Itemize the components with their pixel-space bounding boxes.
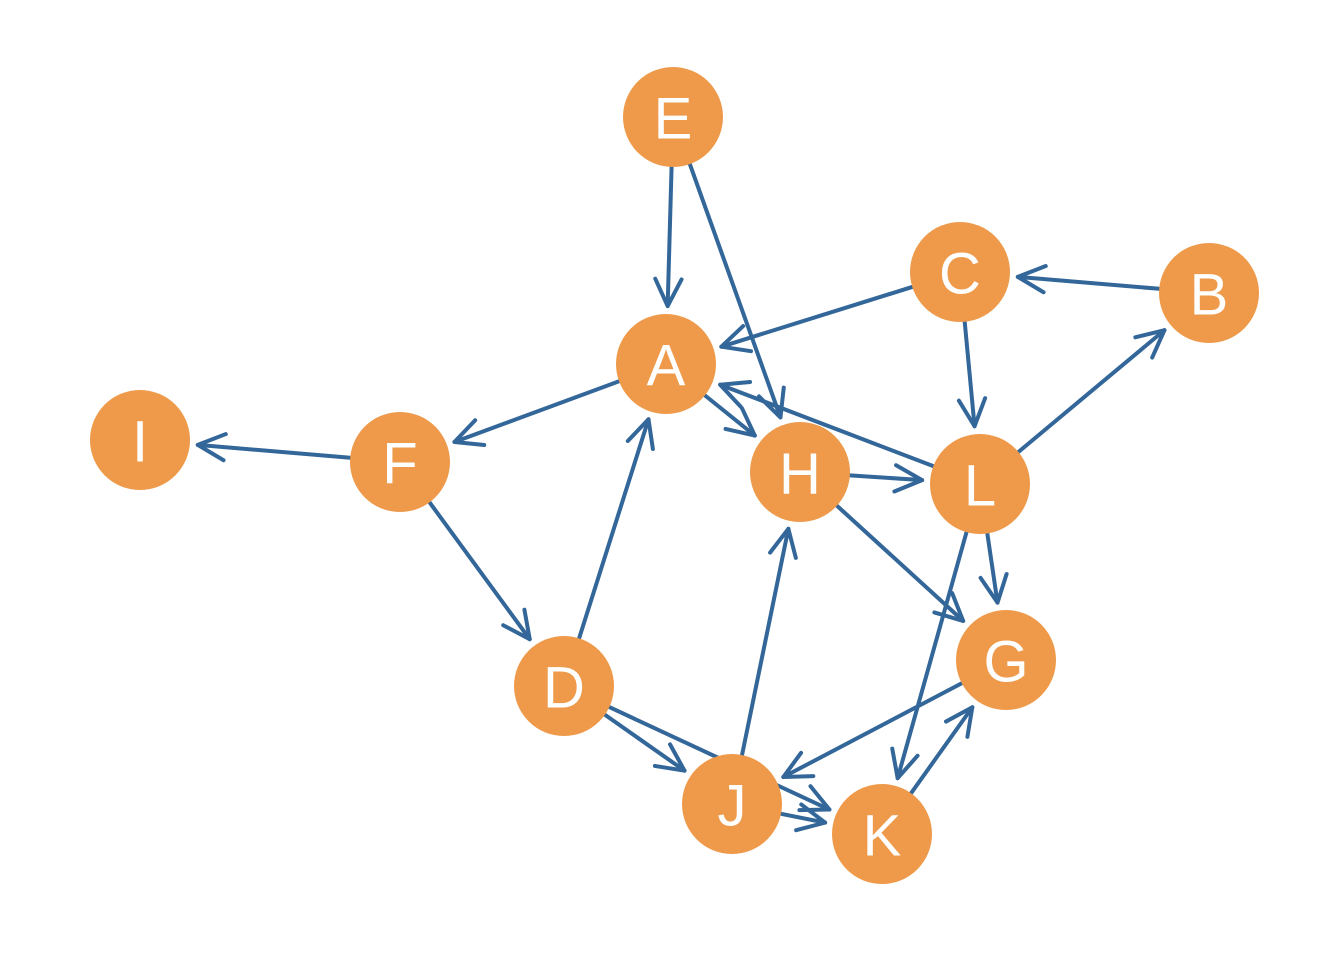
node-label: B (1190, 263, 1229, 328)
arrowhead (501, 607, 532, 642)
node-E: E (623, 67, 723, 167)
node-C: C (910, 222, 1010, 322)
edge-line (781, 681, 964, 780)
node-F: F (350, 412, 450, 512)
edge-line (740, 526, 791, 758)
arrowhead (768, 526, 798, 560)
edge-line (602, 712, 687, 773)
edge-B-C (1015, 264, 1162, 295)
node-B: B (1159, 243, 1259, 343)
edge-line (577, 417, 651, 641)
edge-A-H (702, 393, 757, 438)
edge-E-A (653, 164, 684, 309)
node-circle (616, 314, 716, 414)
edge-L-G (978, 531, 1009, 605)
node-label: I (132, 410, 148, 475)
edge-D-J (602, 712, 687, 773)
edge-line (1016, 328, 1167, 454)
edge-line (985, 531, 1000, 605)
node-circle (1159, 243, 1259, 343)
edge-H-G (834, 503, 966, 623)
edge-L-B (1016, 328, 1167, 454)
edge-F-I (195, 432, 353, 463)
arrowhead (890, 746, 920, 781)
node-circle (682, 754, 782, 854)
node-G: G (956, 610, 1056, 710)
node-circle (832, 784, 932, 884)
node-A: A (616, 314, 716, 414)
edge-L-A (718, 380, 936, 469)
edge-J-K (779, 802, 828, 833)
node-H: H (750, 422, 850, 522)
node-circle (90, 390, 190, 490)
edge-D-A (577, 417, 655, 641)
edge-line (834, 503, 966, 623)
edge-line (909, 705, 975, 796)
edge-K-G (909, 705, 975, 796)
edge-C-A (719, 284, 915, 354)
arrowhead (723, 406, 757, 438)
arrowhead (943, 705, 975, 739)
arrowhead (794, 802, 828, 833)
arrowhead (1015, 264, 1048, 295)
node-label: H (779, 442, 821, 507)
node-D: D (514, 636, 614, 736)
node-label: L (964, 454, 996, 519)
node-circle (930, 434, 1030, 534)
edge-line (1015, 274, 1162, 291)
node-circle (514, 636, 614, 736)
arrowhead (781, 750, 816, 780)
edge-line (195, 442, 353, 460)
node-circle (750, 422, 850, 522)
arrowhead (625, 417, 655, 451)
arrowhead (653, 276, 684, 309)
edge-J-H (740, 526, 798, 758)
arrowhead (956, 396, 988, 429)
arrowhead (195, 432, 228, 463)
edge-line (719, 284, 915, 349)
node-K: K (832, 784, 932, 884)
node-label: D (543, 656, 585, 721)
node-circle (910, 222, 1010, 322)
edge-line (665, 164, 674, 309)
arrowhead (452, 418, 487, 447)
node-label: G (983, 630, 1028, 695)
node-I: I (90, 390, 190, 490)
edges-layer (195, 162, 1167, 833)
edge-line (427, 500, 532, 642)
node-circle (623, 67, 723, 167)
edge-line (847, 473, 925, 483)
edge-F-D (427, 500, 532, 642)
edge-L-K (890, 530, 969, 781)
edge-line (702, 393, 757, 438)
node-circle (956, 610, 1056, 710)
edge-line (895, 530, 969, 781)
arrowhead (718, 380, 753, 409)
node-L: L (930, 434, 1030, 534)
edge-line (452, 379, 622, 444)
edge-C-L (956, 319, 988, 429)
node-label: J (718, 774, 747, 839)
edge-A-F (452, 379, 622, 447)
arrowhead (892, 463, 925, 494)
arrowhead (978, 572, 1009, 605)
node-label: K (863, 804, 902, 869)
arrowhead (652, 742, 687, 773)
arrowhead (1133, 328, 1167, 360)
edge-H-L (847, 463, 925, 494)
edge-line (687, 162, 783, 420)
node-label: F (382, 432, 417, 497)
edge-line (718, 382, 936, 469)
node-J: J (682, 754, 782, 854)
edge-line (779, 811, 828, 825)
nodes-layer: E C B A I F H L G D J K (90, 67, 1259, 884)
node-label: A (647, 334, 686, 399)
node-circle (350, 412, 450, 512)
arrowhead (719, 324, 754, 354)
edge-line (962, 319, 977, 429)
node-label: E (654, 87, 693, 152)
node-label: C (939, 242, 981, 307)
edge-G-J (781, 681, 964, 780)
